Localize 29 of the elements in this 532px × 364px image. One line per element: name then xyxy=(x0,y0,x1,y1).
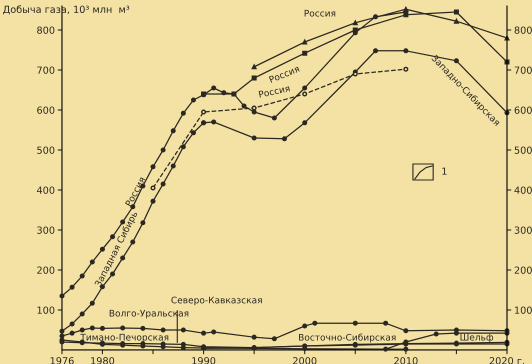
y-tick-label: 100 xyxy=(38,306,54,314)
x-tick-label: 2020 г. xyxy=(490,357,524,364)
x-tick-label: 1990 xyxy=(192,357,216,364)
y-tick-label: 600 xyxy=(37,106,54,114)
y2-tick-label: 200 xyxy=(514,266,532,274)
y2-tick-label: 100 xyxy=(515,306,532,314)
annotation: 1 xyxy=(442,168,447,175)
text: Северо-Кавказская xyxy=(171,296,262,306)
y-tick-label: 700 xyxy=(37,66,54,74)
y-tick-label: 500 xyxy=(37,146,54,154)
y-tick-label: 800 xyxy=(37,26,54,34)
series-label: Восточно-Сибирская xyxy=(298,334,396,342)
text: Россия xyxy=(258,84,290,98)
x-tick-label: 2000 xyxy=(293,357,316,364)
y2-tick-label: 700 xyxy=(514,66,532,74)
series-label: Тимано-Печорская xyxy=(80,334,168,342)
y2-tick-label: 600 xyxy=(514,106,532,114)
x-tick-label: 1976 xyxy=(50,357,74,364)
series-label: Россия xyxy=(304,10,336,17)
y2-tick-label: 500 xyxy=(514,146,532,154)
y2-tick-label: 800 xyxy=(514,26,532,34)
x-tick-label: 1980 xyxy=(91,357,114,364)
y-tick-label: 400 xyxy=(36,186,54,194)
y2-tick-label: 300 xyxy=(514,226,532,234)
y-tick-label: 300 xyxy=(37,226,54,234)
x-tick-label: 2010 xyxy=(394,357,418,364)
y2-tick-label: 400 xyxy=(514,186,532,194)
series-label: Шельф xyxy=(460,334,494,342)
y-tick-label: 200 xyxy=(37,266,54,274)
